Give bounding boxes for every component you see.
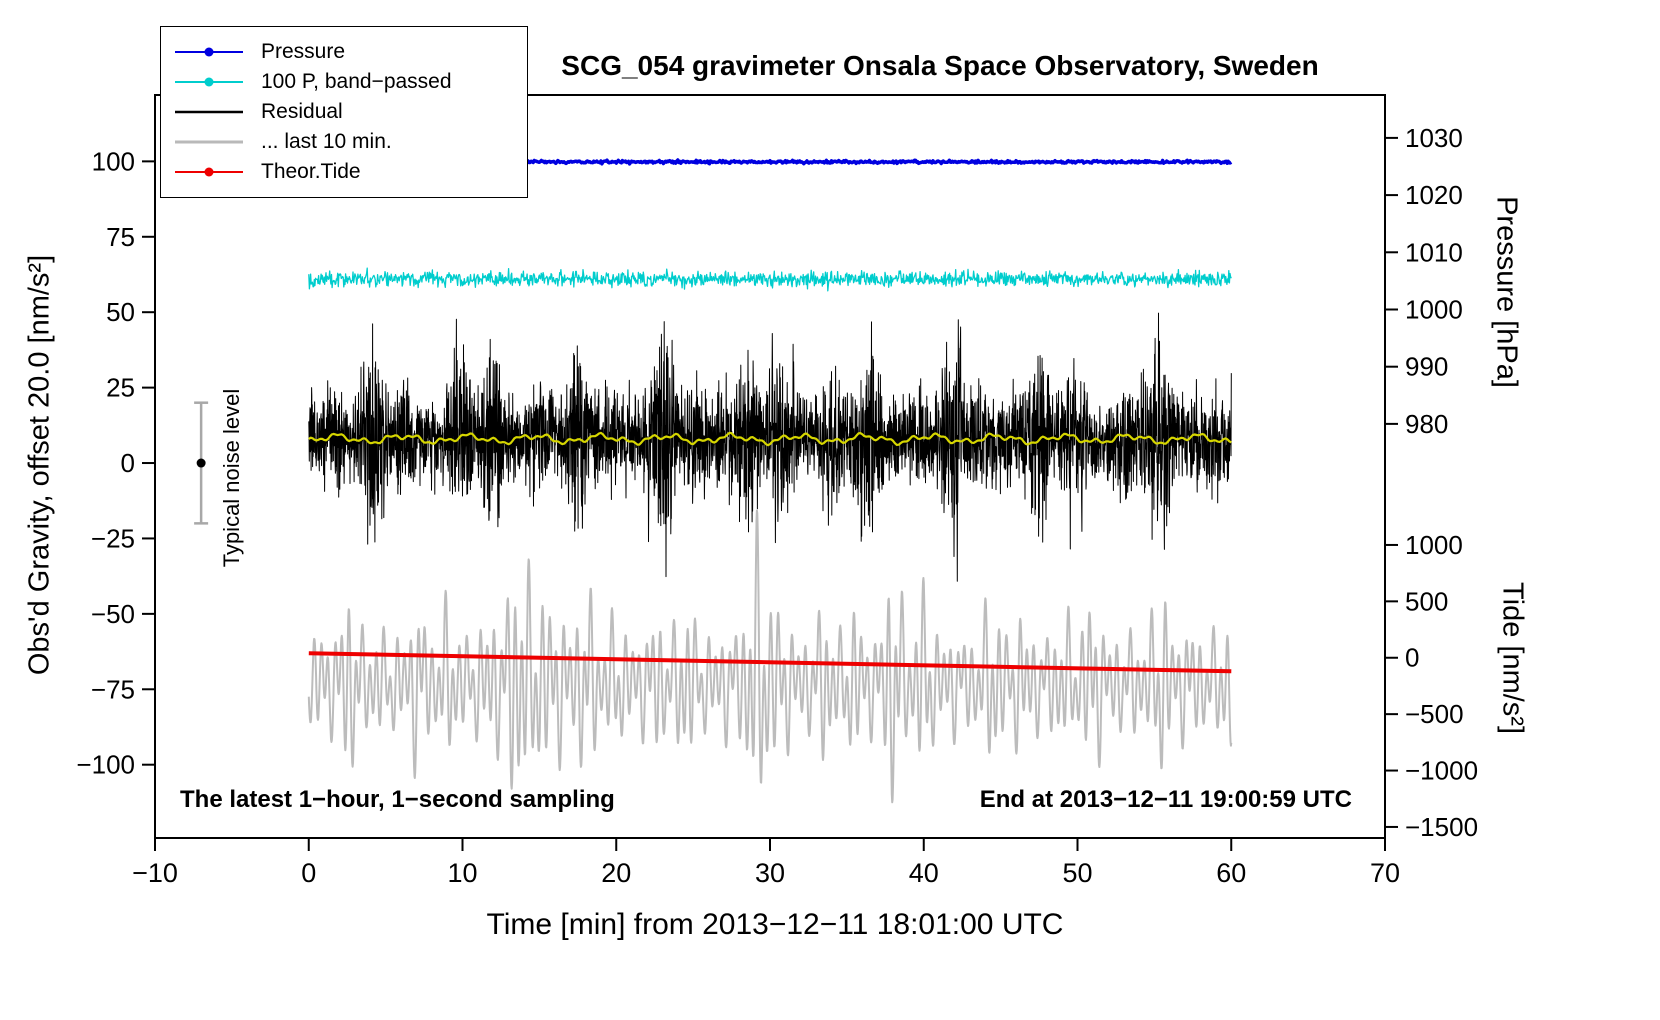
series-residual-smoothed: [308, 431, 1232, 447]
noise-level-label: Typical noise level: [219, 388, 244, 568]
tick-label: 1010: [1405, 237, 1463, 267]
tick-label: 980: [1405, 409, 1448, 439]
axis-ticks: 1007550250−25−50−75−10010301020101010009…: [76, 123, 1478, 888]
legend-line-swatch: [175, 140, 243, 144]
tick-label: −1000: [1405, 756, 1478, 786]
y-axis-label-tide: Tide [nm/s²]: [1496, 581, 1529, 735]
legend-item-label: Theor.Tide: [261, 160, 361, 183]
y-axis-label-pressure: Pressure [hPa]: [1490, 196, 1523, 388]
tick-label: 30: [755, 858, 785, 888]
noise-level-marker: [194, 401, 209, 525]
tick-label: 20: [601, 858, 631, 888]
tick-label: 25: [106, 373, 135, 403]
tick-label: 1020: [1405, 180, 1463, 210]
legend-item: ... last 10 min.: [173, 127, 521, 157]
tick-label: 0: [301, 858, 316, 888]
tick-label: −25: [91, 523, 135, 553]
sampling-annotation: The latest 1−hour, 1−second sampling: [180, 786, 615, 813]
legend-line-swatch: [175, 167, 243, 177]
legend-item-label: 100 P, band−passed: [261, 70, 452, 93]
series-residual: [308, 312, 1232, 582]
legend-line-swatch: [175, 77, 243, 87]
tick-label: 50: [1062, 858, 1092, 888]
tick-label: −75: [91, 674, 135, 704]
end-time-annotation: End at 2013−12−11 19:00:59 UTC: [979, 786, 1352, 813]
tick-label: 100: [92, 146, 135, 176]
series-group: [307, 158, 1233, 804]
x-axis-label: Time [min] from 2013−12−11 18:01:00 UTC: [486, 908, 1064, 941]
legend-item-label: ... last 10 min.: [261, 130, 392, 153]
tick-label: 10: [447, 858, 477, 888]
legend-item-label: Residual: [261, 100, 343, 123]
legend-marker-dot: [204, 167, 214, 177]
tick-label: −1500: [1405, 812, 1478, 842]
tick-label: −500: [1405, 699, 1464, 729]
tick-label: 50: [106, 297, 135, 327]
legend-item: Residual: [173, 97, 521, 127]
legend-line-swatch: [175, 47, 243, 57]
y-axis-label-gravity: Obs'd Gravity, offset 20.0 [nm/s²]: [23, 254, 56, 676]
legend-item-label: Pressure: [261, 40, 346, 63]
legend-marker-dot: [204, 47, 214, 57]
tick-label: −10: [132, 858, 178, 888]
tick-label: 990: [1405, 352, 1448, 382]
legend-item: Theor.Tide: [173, 157, 521, 187]
tick-label: 75: [106, 222, 135, 252]
legend-item: Pressure: [173, 37, 521, 67]
tick-label: 0: [1405, 643, 1419, 673]
tick-label: 500: [1405, 586, 1448, 616]
tick-label: 1000: [1405, 530, 1463, 560]
series-pressure-band-passed: [308, 267, 1232, 292]
series-theor-tide: [308, 651, 1232, 674]
tick-label: 1000: [1405, 294, 1463, 324]
page-title: SCG_054 gravimeter Onsala Space Observat…: [561, 50, 1319, 81]
tick-label: 60: [1216, 858, 1246, 888]
tick-label: 70: [1370, 858, 1400, 888]
tick-label: 40: [909, 858, 939, 888]
tick-label: 0: [121, 448, 135, 478]
tick-label: −50: [91, 599, 135, 629]
legend-marker-dot: [204, 77, 214, 87]
tick-label: −100: [76, 750, 135, 780]
series-last-10-min: [307, 509, 1233, 804]
legend-item: 100 P, band−passed: [173, 67, 521, 97]
tick-label: 1030: [1405, 123, 1463, 153]
legend-line-swatch: [175, 110, 243, 114]
legend-items: Pressure 100 P, band−passed Residual ... la…: [173, 37, 521, 187]
legend: Pressure 100 P, band−passed Residual ... la…: [160, 26, 528, 198]
